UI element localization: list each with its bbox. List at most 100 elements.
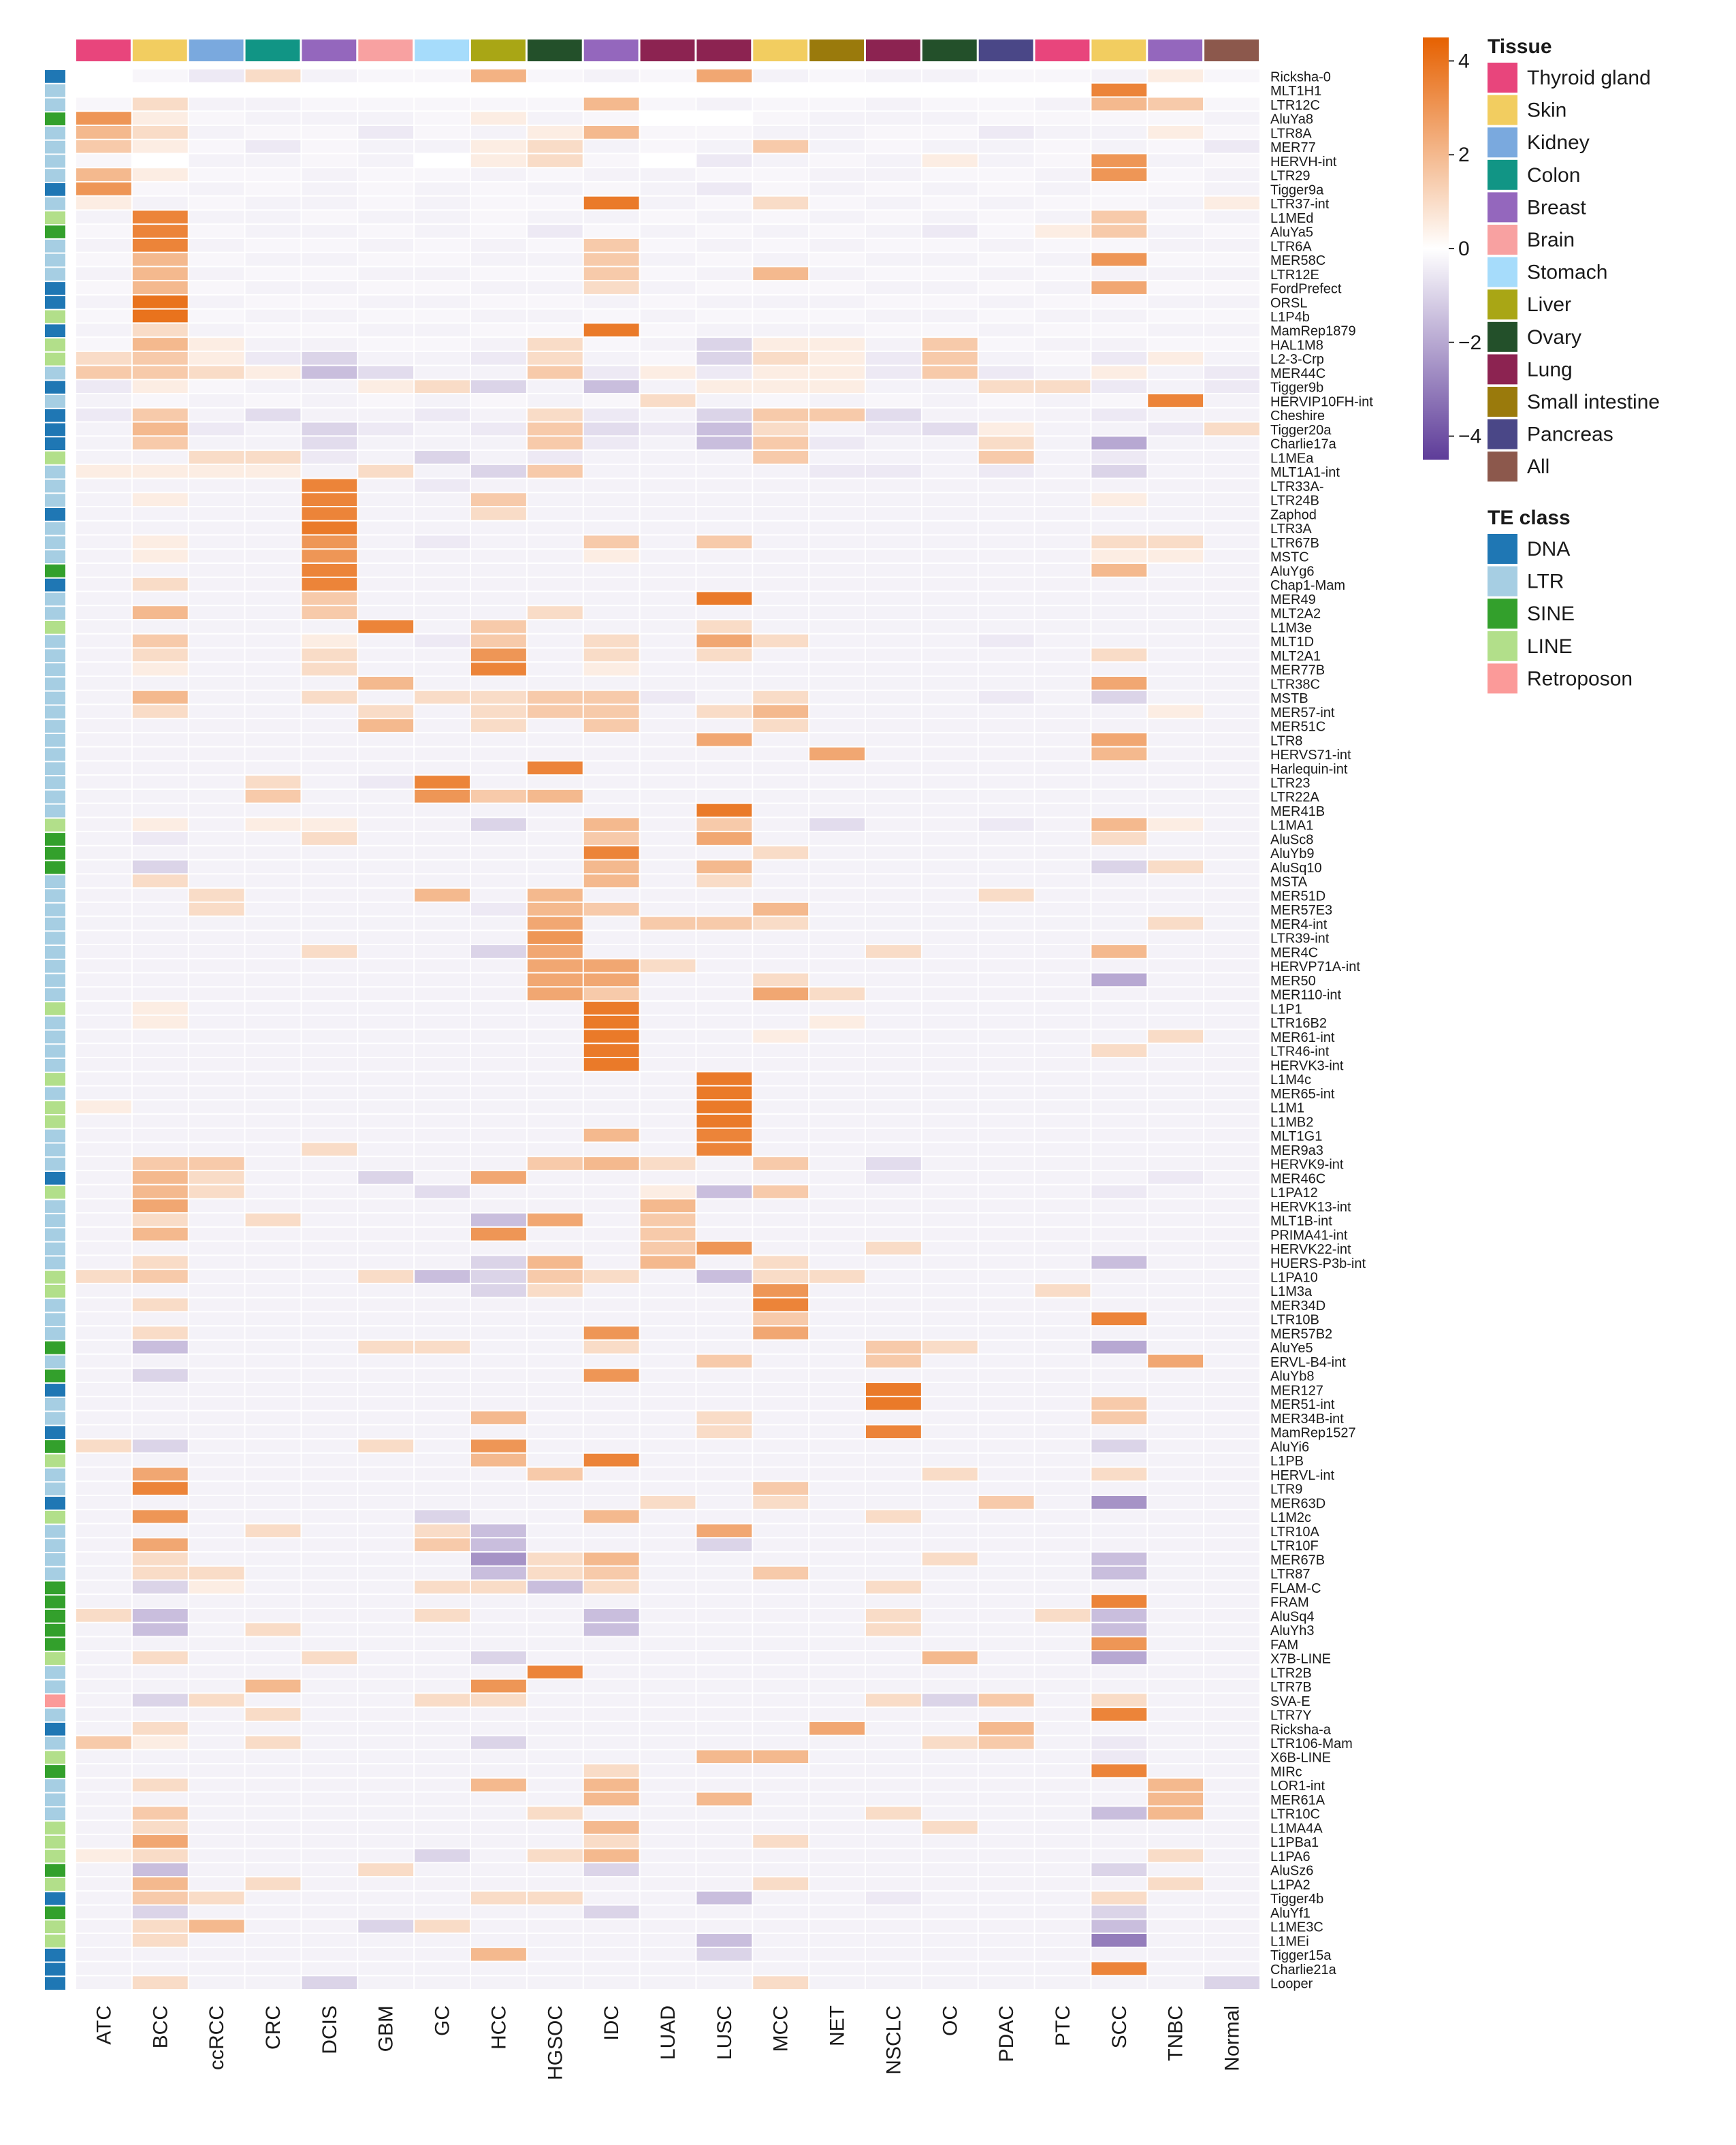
heatmap-cell [245, 140, 301, 153]
heatmap-cell [358, 1708, 414, 1721]
heatmap-cell [302, 776, 357, 789]
heatmap-cell [809, 1920, 865, 1933]
heatmap-cell [132, 1270, 188, 1283]
heatmap-cell [76, 1411, 131, 1425]
heatmap-cell [866, 140, 921, 153]
heatmap-cell [583, 83, 639, 97]
heatmap-cell [922, 408, 978, 422]
heatmap-cell [978, 634, 1034, 648]
heatmap-cell [302, 366, 357, 379]
row-label: LTR24B [1270, 494, 1319, 509]
heatmap-cell [527, 1015, 583, 1029]
heatmap-cell [132, 1891, 188, 1905]
heatmap-cell [866, 1002, 921, 1015]
heatmap-cell [302, 889, 357, 902]
heatmap-cell [583, 196, 639, 210]
heatmap-cell [640, 140, 696, 153]
heatmap-cell [978, 676, 1034, 690]
heatmap-cell [245, 83, 301, 97]
heatmap-cell [922, 182, 978, 195]
heatmap-cell [245, 1270, 301, 1283]
heatmap-cell [640, 1411, 696, 1425]
heatmap-cell [1035, 1015, 1091, 1029]
column-label: NET [826, 2005, 849, 2046]
heatmap-cell [132, 1510, 188, 1523]
heatmap-cell [640, 1834, 696, 1848]
heatmap-cell [753, 168, 809, 181]
heatmap-cell [866, 663, 921, 676]
heatmap-cell [1148, 1425, 1204, 1439]
heatmap-cell [753, 1792, 809, 1806]
heatmap-cell [415, 1934, 470, 1947]
heatmap-cell [76, 1877, 131, 1890]
column-tissue-swatch [189, 39, 244, 61]
heatmap-cell [922, 747, 978, 761]
heatmap-cell [922, 931, 978, 944]
heatmap-cell [1148, 634, 1204, 648]
heatmap-cell [696, 168, 752, 181]
heatmap-cell [1091, 804, 1147, 817]
heatmap-cell [696, 860, 752, 874]
heatmap-cell [189, 719, 244, 732]
heatmap-cell [1148, 1270, 1204, 1283]
heatmap-cell [76, 1708, 131, 1721]
te-class-legend-label: SINE [1527, 603, 1575, 625]
heatmap-cell [527, 1411, 583, 1425]
heatmap-cell [1091, 69, 1147, 82]
heatmap-cell [76, 1227, 131, 1241]
row-label: LTR8A [1270, 126, 1312, 141]
heatmap-cell [358, 1128, 414, 1142]
heatmap-cell [809, 1792, 865, 1806]
heatmap-cell [640, 1086, 696, 1100]
heatmap-cell [302, 1100, 357, 1113]
heatmap-cell [245, 1072, 301, 1085]
heatmap-cell [1204, 719, 1259, 732]
heatmap-cell [978, 1425, 1034, 1439]
heatmap-cell [809, 1679, 865, 1693]
heatmap-cell [132, 1721, 188, 1735]
heatmap-cell [866, 676, 921, 690]
row-class-swatch [45, 720, 65, 733]
heatmap-cell [753, 1566, 809, 1580]
row-label: Tigger20a [1270, 423, 1332, 438]
heatmap-cell [471, 1552, 526, 1566]
heatmap-cell [1091, 690, 1147, 704]
heatmap-cell [583, 577, 639, 591]
heatmap-cell [245, 648, 301, 662]
heatmap-cell [978, 1736, 1034, 1749]
heatmap-cell [132, 1948, 188, 1961]
heatmap-cell [415, 563, 470, 577]
heatmap-cell [583, 1213, 639, 1226]
heatmap-cell [1091, 1679, 1147, 1693]
heatmap-cell [471, 620, 526, 633]
heatmap-cell [1148, 1948, 1204, 1961]
heatmap-cell [471, 323, 526, 337]
heatmap-cell [76, 1128, 131, 1142]
heatmap-cell [809, 196, 865, 210]
heatmap-cell [76, 1241, 131, 1255]
row-class-swatch [45, 833, 65, 846]
heatmap-cell [978, 1015, 1034, 1029]
row-label: MER63D [1270, 1496, 1325, 1511]
heatmap-cell [809, 1256, 865, 1269]
row-label: MSTB [1270, 691, 1308, 706]
heatmap-cell [583, 1821, 639, 1834]
heatmap-cell [866, 225, 921, 238]
heatmap-cell [302, 1467, 357, 1481]
heatmap-cell [245, 550, 301, 562]
row-label: LTR87 [1270, 1567, 1311, 1582]
heatmap-cell [640, 196, 696, 210]
heatmap-cell [1035, 535, 1091, 549]
row-label: Charlie17a [1270, 437, 1337, 452]
heatmap-cell [696, 1778, 752, 1792]
heatmap-cell [1204, 1030, 1259, 1043]
row-label: L1M3e [1270, 620, 1312, 635]
heatmap-cell [696, 97, 752, 111]
heatmap-cell [866, 1340, 921, 1354]
heatmap-cell [922, 1694, 978, 1707]
heatmap-cell [696, 1354, 752, 1368]
heatmap-cell [753, 1369, 809, 1382]
heatmap-cell [1035, 309, 1091, 323]
heatmap-cell [1204, 1213, 1259, 1226]
row-label: MER41B [1270, 804, 1325, 819]
